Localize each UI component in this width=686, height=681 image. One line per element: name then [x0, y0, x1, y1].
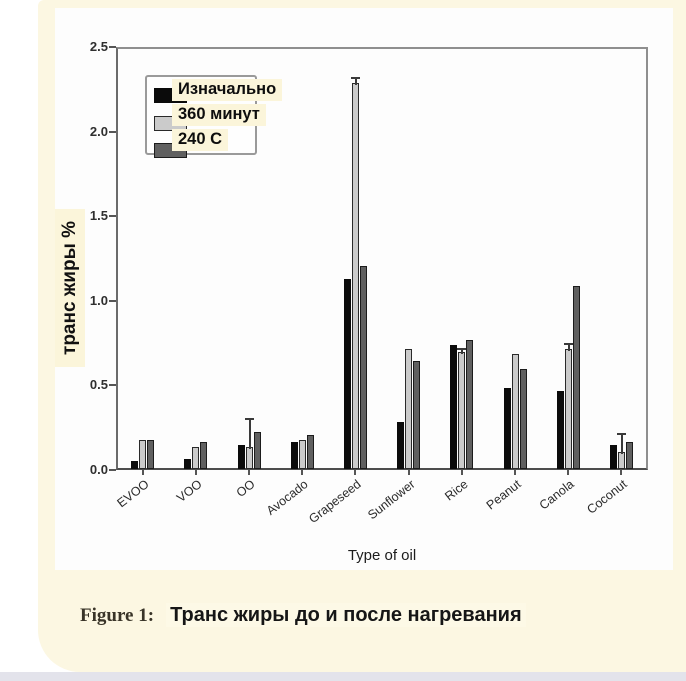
bar-360 минут-Canola	[565, 349, 572, 469]
error-bar-Canola	[568, 343, 570, 351]
y-tick-mark	[109, 469, 116, 471]
footer-bar	[0, 672, 686, 681]
bar-240 C-Rice	[466, 340, 473, 469]
x-tick-mark	[620, 470, 622, 475]
bar-Изначально-Coconut	[610, 445, 617, 469]
legend-label-360min: 360 минут	[172, 104, 266, 126]
error-bar-OO	[249, 418, 251, 449]
bar-240 C-VOO	[200, 442, 207, 469]
bar-240 C-Coconut	[626, 442, 633, 469]
x-tick-mark	[301, 470, 303, 475]
bar-Изначально-EVOO	[131, 461, 138, 469]
x-tick-mark	[248, 470, 250, 475]
bar-Изначально-Sunflower	[397, 422, 404, 469]
bar-360 минут-Peanut	[512, 354, 519, 469]
x-tick-mark	[514, 470, 516, 475]
bar-360 минут-Coconut	[618, 452, 625, 469]
bar-360 минут-Rice	[458, 352, 465, 469]
x-tick-mark	[142, 470, 144, 475]
y-tick-label: 2.5	[89, 39, 108, 54]
y-tick-mark	[109, 215, 116, 218]
figure-caption-prefix: Figure 1:	[80, 605, 155, 626]
x-axis-title: Type of oil	[347, 547, 417, 564]
error-bar-Grapeseed	[355, 77, 357, 85]
y-tick-mark	[109, 299, 116, 302]
legend-label-240c: 240 C	[172, 129, 229, 151]
bar-360 минут-Sunflower	[405, 349, 412, 469]
x-tick-mark	[354, 470, 356, 475]
bar-240 C-OO	[254, 432, 261, 469]
error-bar-Coconut	[621, 433, 623, 454]
y-tick-label: 1.0	[89, 292, 108, 308]
y-tick-label: 0.5	[89, 377, 108, 393]
error-bar-cap-Grapeseed	[351, 77, 360, 79]
bar-360 минут-EVOO	[139, 440, 146, 469]
error-bar-cap-Canola	[564, 343, 573, 345]
legend-labels: Изначально 360 минут 240 C	[172, 79, 283, 154]
bar-Изначально-Avocado	[291, 442, 298, 469]
bar-240 C-Sunflower	[413, 361, 420, 469]
bar-240 C-EVOO	[147, 440, 154, 469]
x-tick-mark	[461, 470, 463, 475]
x-tick-mark	[567, 470, 569, 475]
y-tick-mark	[109, 46, 116, 48]
y-tick-label: 2.0	[89, 123, 108, 139]
x-tick-mark	[195, 470, 197, 475]
bar-360 минут-OO	[246, 447, 253, 469]
bar-Изначально-Peanut	[504, 388, 511, 469]
y-tick-mark	[109, 384, 116, 387]
error-bar-cap-Rice	[457, 348, 466, 350]
bar-240 C-Grapeseed	[360, 266, 367, 469]
bar-Изначально-OO	[238, 445, 245, 469]
bar-360 минут-Grapeseed	[352, 83, 359, 469]
bar-240 C-Avocado	[307, 435, 314, 469]
bar-360 минут-Avocado	[299, 440, 306, 469]
y-tick-mark	[109, 130, 116, 133]
y-tick-label: 0.0	[89, 462, 108, 477]
y-axis-title: транс жиры %	[55, 209, 85, 367]
figure-caption: Figure 1: Транс жиры до и после нагревани…	[80, 603, 526, 627]
x-tick-mark	[408, 470, 410, 475]
legend-label-initially: Изначально	[172, 79, 283, 101]
bar-Изначально-Rice	[450, 345, 457, 469]
error-bar-cap-Coconut	[617, 433, 626, 435]
bar-Изначально-Canola	[557, 391, 564, 469]
error-bar-Rice	[461, 348, 463, 354]
y-tick-label: 1.5	[89, 208, 108, 224]
bar-240 C-Canola	[573, 286, 580, 469]
bar-360 минут-VOO	[192, 447, 199, 469]
bar-Изначально-Grapeseed	[344, 279, 351, 469]
error-bar-cap-OO	[245, 418, 254, 420]
plot-frame	[116, 47, 648, 470]
figure-caption-text: Транс жиры до и после нагревания	[166, 603, 526, 627]
bar-Изначально-VOO	[184, 459, 191, 469]
bar-240 C-Peanut	[520, 369, 527, 469]
